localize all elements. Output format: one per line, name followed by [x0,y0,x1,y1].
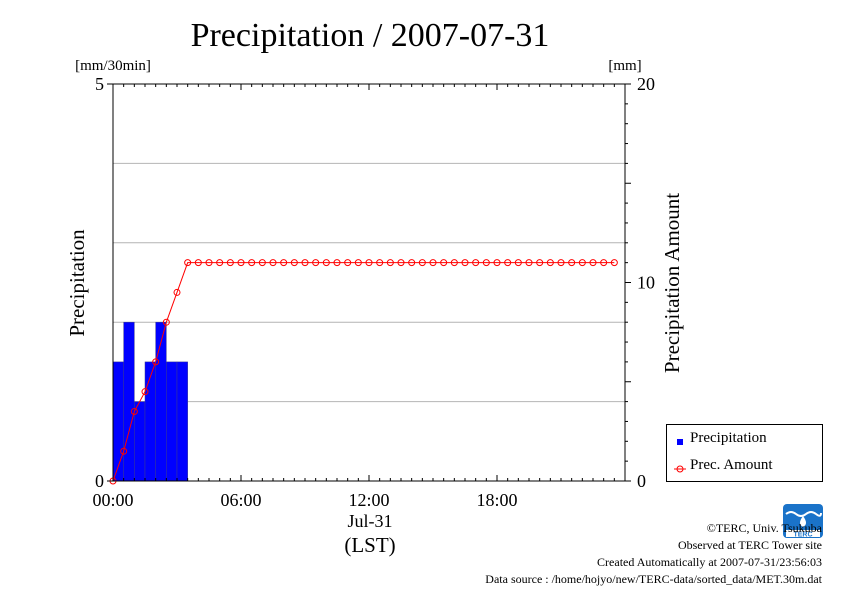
prec-amount-polyline [112,262,615,482]
prec-amount-point [365,259,373,267]
precipitation-bar [144,361,156,482]
x-axis-tick-label: 00:00 [92,490,133,510]
prec-amount-point [194,259,202,267]
prec-amount-point [600,259,608,267]
legend-item-precipitation: Precipitation [667,430,822,450]
prec-amount-point [461,259,469,267]
prec-amount-point [184,259,192,267]
prec-amount-point [450,259,458,267]
prec-amount-point [141,388,149,396]
axes: 0 5 0 10 20 00:00 06:00 12:00 18:00 [92,74,655,510]
right-axis-unit: [mm] [608,58,641,74]
prec-amount-point [578,259,586,267]
prec-amount-point [173,288,181,296]
prec-amount-point [216,259,224,267]
prec-amount-point [418,259,426,267]
prec-amount-line [109,259,618,485]
prec-amount-point [472,259,480,267]
prec-amount-swatch [674,462,686,473]
prec-amount-point [205,259,213,267]
prec-amount-point [504,259,512,267]
prec-amount-point [280,259,288,267]
x-axis-tick-label: 18:00 [476,490,517,510]
prec-amount-point [269,259,277,267]
x-axis-tick-label: 06:00 [220,490,261,510]
prec-amount-point [152,358,160,366]
x-axis-date-label: Jul-31 [348,511,393,531]
footer-source: Data source : /home/hojyo/new/TERC-data/… [485,572,822,586]
left-axis-tick-label: 0 [95,471,104,491]
prec-amount-point [237,259,245,267]
prec-amount-point [440,259,448,267]
prec-amount-point [397,259,405,267]
footer-copyright: ©TERC, Univ. Tsukuba [706,521,822,535]
prec-amount-point [301,259,309,267]
right-axis-tick-label: 0 [637,471,646,491]
prec-amount-point [248,259,256,267]
prec-amount-point [354,259,362,267]
left-axis-unit: [mm/30min] [75,58,151,74]
prec-amount-point [322,259,330,267]
prec-amount-point [376,259,384,267]
prec-amount-point [493,259,501,267]
precipitation-bar [112,361,124,482]
x-axis-tick-label: 12:00 [348,490,389,510]
left-axis-tick-label: 5 [95,74,104,94]
right-axis-tick-label: 20 [637,74,655,94]
precipitation-bar [176,361,188,482]
prec-amount-point [429,259,437,267]
prec-amount-point [344,259,352,267]
prec-amount-point [514,259,522,267]
prec-amount-point [162,318,170,326]
terc-logo-icon: TERC [783,504,823,539]
prec-amount-point [610,259,618,267]
right-axis-tick-label: 10 [637,273,655,293]
legend-item-prec-amount: Prec. Amount [667,457,822,477]
legend: Precipitation Prec. Amount [666,424,823,482]
prec-amount-point [290,259,298,267]
prec-amount-point [258,259,266,267]
prec-amount-point [130,408,138,416]
plot-frame [112,83,626,482]
prec-amount-point [557,259,565,267]
footer-created: Created Automatically at 2007-07-31/23:5… [597,555,822,569]
prec-amount-point [386,259,394,267]
prec-amount-point [546,259,554,267]
prec-amount-point [482,259,490,267]
x-axis-unit-label: (LST) [344,533,395,557]
svg-text:TERC: TERC [793,532,812,539]
precipitation-bar [155,321,167,482]
grid-lines [113,162,625,403]
precipitation-bar [166,361,178,482]
prec-amount-point [568,259,576,267]
prec-amount-point [226,259,234,267]
prec-amount-point [525,259,533,267]
left-axis-label: Precipitation [65,229,89,337]
chart-title: Precipitation / 2007-07-31 [191,17,550,54]
legend-label-prec-amount: Prec. Amount [690,457,773,473]
footer-observed: Observed at TERC Tower site [677,538,822,552]
prec-amount-point [589,259,597,267]
prec-amount-point [312,259,320,267]
prec-amount-point [333,259,341,267]
precipitation-bar [123,321,135,482]
prec-amount-point [408,259,416,267]
precipitation-bars [112,321,188,482]
legend-label-precipitation: Precipitation [690,430,767,446]
prec-amount-point [120,447,128,455]
prec-amount-point [536,259,544,267]
right-axis-label: Precipitation Amount [660,193,684,373]
precipitation-swatch [674,435,686,445]
